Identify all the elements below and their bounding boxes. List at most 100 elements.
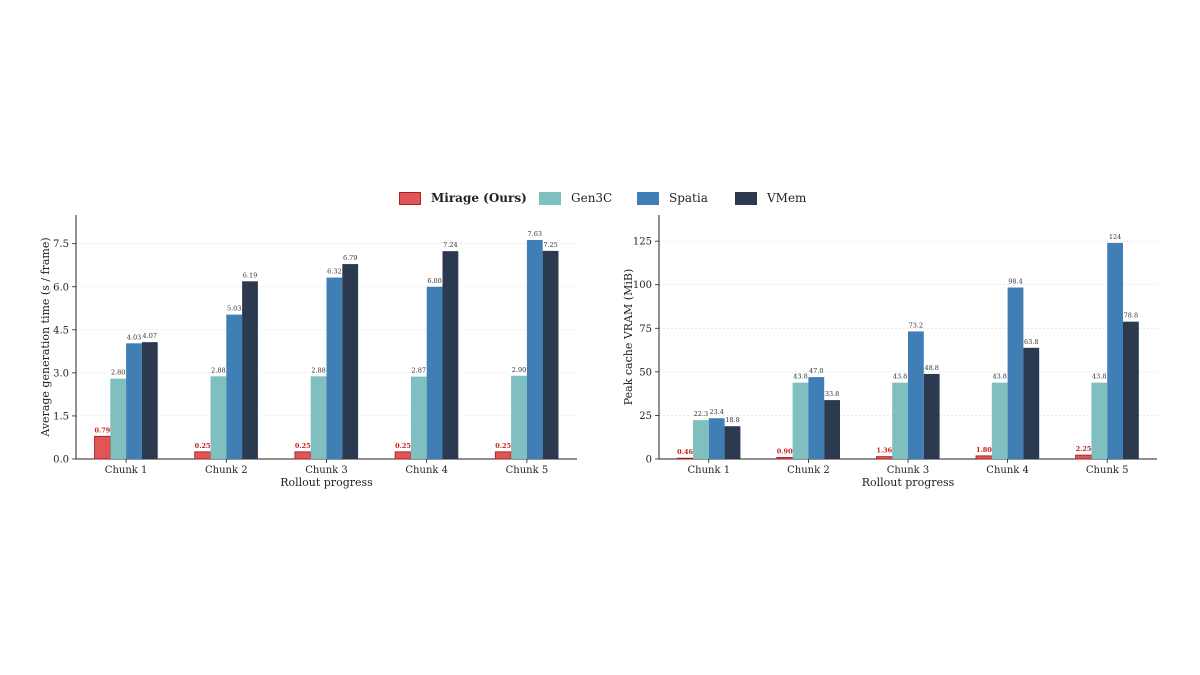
legend-label: VMem <box>767 191 807 205</box>
x-tick-label: Chunk 4 <box>405 465 448 476</box>
data-label: 124 <box>1109 233 1121 241</box>
bar <box>724 426 741 459</box>
data-label: 2.87 <box>412 367 426 375</box>
bar <box>1007 287 1024 459</box>
x-tick-label: Chunk 2 <box>787 465 830 476</box>
y-axis-label: Average generation time (s / frame) <box>39 237 52 437</box>
bar <box>676 457 694 460</box>
bar <box>242 281 258 459</box>
bar <box>226 314 243 459</box>
bar <box>892 382 908 459</box>
legend-swatch <box>539 191 561 205</box>
data-label: 43.8 <box>893 373 907 381</box>
bar <box>975 455 993 460</box>
bar <box>792 382 809 459</box>
legend-swatch <box>637 191 659 205</box>
bar <box>542 250 559 459</box>
y-tick-label: 25 <box>639 411 652 422</box>
bar <box>824 400 840 459</box>
bar <box>526 239 543 459</box>
bar <box>1107 242 1123 459</box>
x-tick-label: Chunk 3 <box>305 465 348 476</box>
data-label: 2.90 <box>512 366 526 374</box>
data-label: 23.4 <box>709 408 723 416</box>
data-label: 0.79 <box>94 426 110 434</box>
legend-swatch <box>399 191 421 205</box>
y-tick-label: 50 <box>639 367 652 378</box>
x-tick-label: Chunk 5 <box>1086 465 1129 476</box>
bar <box>693 420 709 459</box>
bar <box>1075 454 1092 460</box>
bar <box>141 342 158 459</box>
bar <box>342 264 359 459</box>
generation-time-chart: 0.0 1.5 3.0 4.5 6.0 7.5 Chunk 1 0.79 2.80 4.03 4.0… <box>39 215 577 489</box>
data-label: 4.03 <box>127 333 141 341</box>
y-tick-label: 7.5 <box>53 239 69 250</box>
data-label: 7.63 <box>528 230 542 238</box>
x-tick-label: Chunk 1 <box>105 465 148 476</box>
bar <box>511 375 527 459</box>
data-label: 18.8 <box>725 416 739 424</box>
bar <box>1023 347 1040 459</box>
data-label: 0.25 <box>295 442 311 450</box>
data-label: 6.19 <box>243 271 257 279</box>
legend-item: Spatia <box>637 187 708 209</box>
bar <box>294 451 312 460</box>
data-label: 43.8 <box>992 373 1006 381</box>
bar <box>494 451 512 460</box>
x-tick-label: Chunk 5 <box>506 465 549 476</box>
data-label: 2.88 <box>311 366 325 374</box>
data-label: 2.25 <box>1076 445 1092 453</box>
data-label: 33.8 <box>825 390 839 398</box>
data-label: 4.07 <box>143 332 157 340</box>
data-label: 1.36 <box>876 447 892 455</box>
x-tick-label: Chunk 2 <box>205 465 248 476</box>
chart-legend: Mirage (Ours) Gen3C Spatia VMem <box>0 187 1200 209</box>
bar <box>808 377 825 459</box>
x-axis-label: Rollout progress <box>280 476 373 489</box>
bar <box>923 373 940 459</box>
legend-label: Gen3C <box>571 191 613 205</box>
bar <box>326 277 343 459</box>
y-tick-label: 4.5 <box>53 325 69 336</box>
data-label: 0.25 <box>495 442 511 450</box>
x-tick-label: Chunk 4 <box>986 465 1029 476</box>
data-label: 98.4 <box>1008 278 1022 286</box>
data-label: 63.8 <box>1024 338 1038 346</box>
data-label: 22.3 <box>694 410 708 418</box>
y-tick-label: 1.5 <box>53 411 69 422</box>
data-label: 2.80 <box>111 369 125 377</box>
data-label: 73.2 <box>909 321 923 329</box>
y-tick-label: 6.0 <box>53 282 69 293</box>
y-tick-label: 3.0 <box>53 368 69 379</box>
bar <box>776 457 793 460</box>
y-tick-label: 75 <box>639 324 652 335</box>
y-tick-label: 100 <box>633 280 652 291</box>
bar <box>1091 382 1108 459</box>
legend-swatch <box>735 191 757 205</box>
data-label: 43.8 <box>793 373 807 381</box>
y-axis-label: Peak cache VRAM (MiB) <box>622 269 635 406</box>
data-label: 6.79 <box>343 254 357 262</box>
y-tick-label: 0 <box>646 455 652 466</box>
data-label: 5.03 <box>227 305 241 313</box>
legend-item: Gen3C <box>539 187 612 209</box>
data-label: 47.0 <box>809 367 823 375</box>
data-label: 0.25 <box>395 442 411 450</box>
bar <box>410 376 427 459</box>
data-label: 6.32 <box>327 268 341 276</box>
y-tick-label: 125 <box>633 237 652 248</box>
data-label: 6.00 <box>427 277 441 285</box>
data-label: 0.25 <box>195 442 211 450</box>
bar <box>876 456 893 460</box>
x-tick-label: Chunk 3 <box>887 465 930 476</box>
data-label: 0.90 <box>777 447 793 455</box>
legend-label: Mirage (Ours) <box>431 191 527 205</box>
bar <box>110 378 127 459</box>
data-label: 7.24 <box>443 241 457 249</box>
bar <box>1123 321 1139 459</box>
data-label: 43.8 <box>1092 373 1106 381</box>
bar <box>126 343 142 459</box>
data-label: 2.88 <box>211 366 225 374</box>
